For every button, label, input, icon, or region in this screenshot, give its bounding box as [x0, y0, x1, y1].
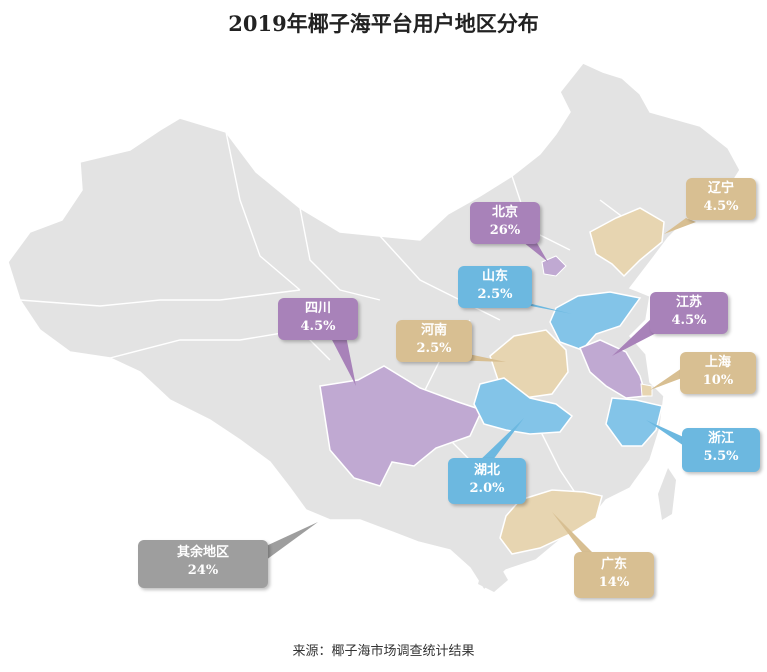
label-name: 河南	[420, 323, 447, 338]
map-hainan	[478, 566, 508, 592]
label-sichuan: 四川 4.5%	[278, 298, 358, 340]
pointer-sichuan	[330, 336, 356, 386]
label-value: 5.5%	[703, 449, 739, 464]
map-sichuan	[319, 365, 484, 487]
pointer-beijing	[518, 238, 548, 262]
label-value: 2.5%	[416, 341, 452, 356]
label-liaoning: 辽宁 4.5%	[686, 178, 756, 220]
pointer-hubei	[476, 418, 524, 464]
map-china-outline	[7, 62, 741, 592]
pointer-zhejiang	[646, 420, 690, 450]
pointer-other	[266, 522, 318, 560]
label-name: 北京	[491, 205, 518, 220]
label-value: 26%	[489, 223, 521, 238]
label-value: 4.5%	[300, 319, 336, 334]
label-value: 2.0%	[469, 481, 505, 496]
label-name: 浙江	[707, 431, 734, 446]
map-shanghai	[640, 383, 653, 397]
label-name: 辽宁	[707, 181, 734, 196]
label-hubei: 湖北 2.0%	[448, 458, 526, 504]
map-beijing	[541, 255, 567, 277]
label-name: 其余地区	[176, 545, 229, 560]
label-value: 24%	[187, 563, 219, 578]
label-name: 山东	[481, 269, 508, 284]
label-name: 四川	[304, 301, 331, 316]
map-taiwan	[658, 468, 676, 520]
label-guangdong: 广东 14%	[574, 552, 654, 598]
source-note: 来源：椰子海市场调查统计结果	[292, 644, 475, 659]
pointer-shanghai	[650, 368, 682, 390]
map-shandong	[549, 291, 642, 351]
map-hubei	[473, 377, 574, 435]
pointer-liaoning	[664, 218, 696, 234]
map-zhejiang	[605, 397, 663, 447]
label-shandong: 山东 2.5%	[458, 266, 532, 308]
map-liaoning	[589, 207, 665, 278]
label-value: 4.5%	[703, 199, 739, 214]
label-value: 2.5%	[477, 287, 513, 302]
label-jiangsu: 江苏 4.5%	[650, 292, 728, 334]
label-beijing: 北京 26%	[470, 202, 540, 244]
chart-title: 2019年椰子海平台用户地区分布	[228, 11, 539, 36]
label-value: 10%	[702, 373, 734, 388]
label-name: 上海	[704, 355, 731, 370]
label-name: 江苏	[675, 295, 702, 310]
label-value: 14%	[598, 575, 630, 590]
label-name: 湖北	[473, 463, 500, 478]
label-zhejiang: 浙江 5.5%	[682, 428, 760, 472]
pointer-guangdong	[552, 512, 600, 560]
label-other: 其余地区 24%	[138, 540, 268, 588]
label-value: 4.5%	[671, 313, 707, 328]
pointer-jiangsu	[612, 318, 662, 356]
label-shanghai: 上海 10%	[680, 352, 756, 394]
label-name: 广东	[600, 557, 627, 572]
label-henan: 河南 2.5%	[396, 320, 472, 362]
